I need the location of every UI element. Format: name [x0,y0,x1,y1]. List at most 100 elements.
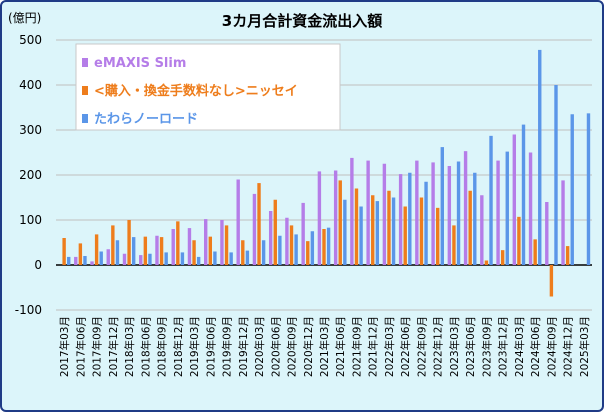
bar-series-2 [115,240,120,265]
y-tick-label: 200 [19,168,42,182]
bar-series-0 [496,160,500,265]
bar-series-2 [473,172,477,265]
bar-series-0 [252,193,257,265]
bar-series-1 [176,221,180,265]
bar-series-1 [241,240,245,265]
bar-series-0 [74,256,78,265]
x-tick-label: 2023年12月 [497,316,510,377]
x-tick-label: 2019年09月 [221,316,234,377]
bar-series-2 [229,252,233,265]
y-tick-label: 300 [19,123,42,137]
bar-series-1 [306,241,310,265]
bar-series-2 [148,253,152,265]
legend-swatch-emaxis [82,58,88,67]
legend-label-emaxis: eMAXIS Slim [94,56,186,71]
x-tick-label: 2018年09月 [156,316,169,377]
bar-series-0 [317,171,322,265]
bar-series-0 [187,228,192,265]
bar-series-2 [554,85,558,265]
bar-series-1 [500,250,505,265]
bar-series-0 [236,179,240,265]
bar-series-1 [127,220,131,265]
bar-series-0 [90,261,94,265]
x-axis-ticks: 2017年03月 2017年06月 2017年09月 2017年12月 2018年03月… [58,316,591,377]
bar-series-1 [354,188,359,265]
x-tick-label: 2024年03月 [513,316,526,377]
x-tick-label: 2022年06月 [399,316,412,377]
bar-series-2 [131,237,136,265]
bar-series-0 [268,211,273,265]
bar-series-1 [468,190,472,265]
bar-series-2 [310,231,315,265]
bar-series-2 [196,256,201,265]
bar-series-1 [208,236,213,265]
x-tick-label: 2021年03月 [318,316,331,377]
bar-series-0 [366,160,370,265]
x-tick-label: 2022年12月 [432,316,445,377]
x-tick-label: 2024年06月 [529,316,542,377]
legend: eMAXIS Slim <購入・換金手数料なし>ニッセイ たわらノーロード [75,43,341,131]
bar-series-1 [387,190,391,265]
bar-series-2 [538,49,542,266]
bar-series-0 [528,152,533,265]
bar-series-1 [403,206,407,265]
legend-box [75,43,341,131]
x-tick-label: 2022年03月 [383,316,396,377]
bar-series-1 [62,238,66,265]
bar-series-0 [398,174,403,265]
bar-series-2 [359,206,363,265]
bar-series-2 [245,250,250,265]
bar-series-1 [452,225,456,265]
x-tick-label: 2023年06月 [464,316,477,377]
bar-series-1 [565,246,570,265]
bar-series-0 [171,229,175,265]
bar-series-1 [224,225,229,265]
bar-series-2 [424,181,428,265]
bar-series-0 [415,160,419,265]
x-tick-label: 2020年12月 [302,316,315,377]
bar-series-1 [273,199,277,265]
y-axis-ticks: -100 0 100 200 300 400 500 [15,33,42,317]
bar-series-1 [533,239,537,265]
bar-series-2 [391,197,396,265]
bar-series-2 [375,201,380,265]
x-tick-label: 2018年12月 [172,316,185,377]
bar-series-0 [545,202,549,265]
bar-series-1 [371,195,375,265]
x-tick-label: 2020年06月 [269,316,282,377]
y-tick-label: -100 [15,303,42,317]
bar-series-1 [192,240,196,265]
x-tick-label: 2019年06月 [204,316,217,377]
bar-series-0 [285,217,289,265]
legend-swatch-nissay [82,86,88,95]
bar-series-2 [456,161,461,265]
x-tick-label: 2021年06月 [334,316,347,377]
bar-series-1 [322,229,326,265]
bar-series-1 [111,225,115,265]
y-tick-label: 100 [19,213,42,227]
x-tick-label: 2017年09月 [91,316,104,377]
bar-series-0 [447,166,452,265]
bar-series-2 [164,252,168,265]
bar-series-0 [512,134,517,265]
bar-series-2 [180,252,185,265]
x-tick-label: 2020年09月 [286,316,299,377]
x-tick-label: 2018年03月 [123,316,136,377]
bar-series-2 [440,147,444,265]
bar-series-1 [484,260,489,265]
chart-title: 3カ月合計資金流出入額 [222,12,382,30]
bar-series-0 [139,255,143,265]
bar-series-0 [204,219,208,265]
bar-series-2 [343,199,347,265]
x-tick-label: 2017年03月 [58,316,71,377]
bar-series-2 [408,172,412,265]
bars [62,49,591,297]
bar-series-1 [435,207,440,265]
legend-swatch-tawara [82,114,88,123]
bar-series-2 [294,234,298,265]
x-tick-label: 2024年12月 [562,316,575,377]
x-tick-label: 2023年09月 [480,316,493,377]
bar-series-1 [94,234,99,265]
bar-series-1 [159,237,164,265]
bar-series-2 [278,235,282,265]
